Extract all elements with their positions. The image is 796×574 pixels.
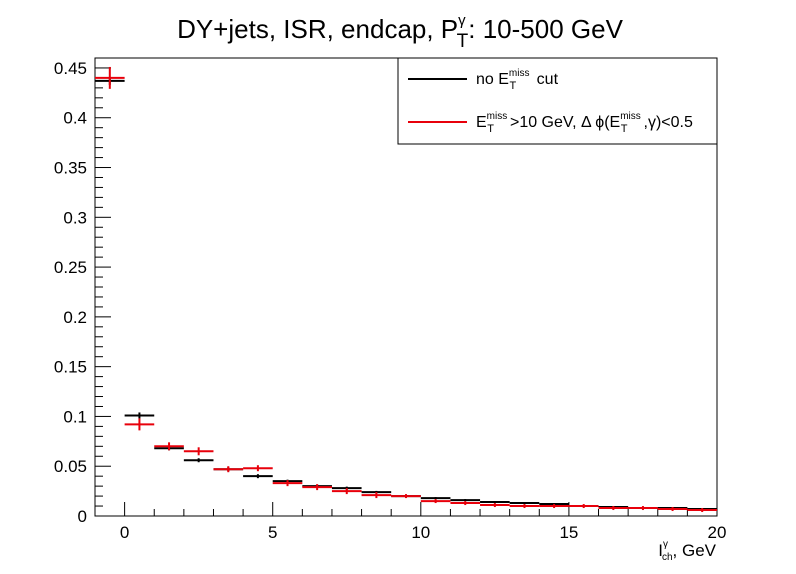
data-point <box>450 499 481 502</box>
y-tick-label: 0.45 <box>54 59 87 78</box>
data-point <box>331 488 362 495</box>
y-tick-label: 0.35 <box>54 159 87 178</box>
x-tick-label: 15 <box>559 523 578 542</box>
data-series <box>95 66 717 513</box>
legend-label-series-1-superscript: miss <box>509 68 530 79</box>
data-point <box>420 497 451 500</box>
x-tick-label: 5 <box>268 523 277 542</box>
data-point <box>480 503 510 508</box>
y-axis: 0 0.05 0.1 0.15 0.2 0.25 0.3 0.35 0.4 0.45 <box>54 57 111 526</box>
data-point <box>480 501 510 504</box>
y-tick-label: 0.15 <box>54 358 87 377</box>
legend-label-series-1-subscript: T <box>509 80 516 92</box>
y-tick-label: 0.2 <box>63 308 87 327</box>
legend-box <box>397 57 718 145</box>
y-tick-label: 0.25 <box>54 258 87 277</box>
data-point <box>243 474 273 479</box>
x-axis-label-subscript: ch <box>662 552 673 563</box>
data-point <box>509 502 540 505</box>
x-axis: 0 5 10 15 20 <box>94 502 727 542</box>
legend-label-series-2-subscript-2: T <box>621 123 628 135</box>
y-tick-label: 0.05 <box>54 457 87 476</box>
data-point <box>450 501 481 506</box>
data-point <box>183 447 214 456</box>
y-tick-label: 0.1 <box>63 407 87 426</box>
data-point <box>124 412 155 419</box>
legend-label-series-1: no Emiss T cut <box>476 68 559 92</box>
series-2 <box>95 66 717 513</box>
x-axis-label-superscript: γ <box>663 539 668 550</box>
chart-title-superscript: γ <box>458 12 466 29</box>
data-point <box>124 418 155 431</box>
data-point <box>154 442 184 451</box>
chart-title: DY+jets, ISR, endcap, Pγ T: 10-500 GeV <box>177 12 624 52</box>
data-point <box>272 480 303 487</box>
y-tick-label: 0 <box>78 507 87 526</box>
x-axis-label: Iγ ch, GeV <box>658 539 716 563</box>
legend: no Emiss T cut Emiss T >10 GeV, Δ ϕ(Emiss T,… <box>397 57 718 145</box>
data-point <box>539 504 569 509</box>
x-tick-label: 20 <box>708 523 727 542</box>
y-tick-label: 0.4 <box>63 109 87 128</box>
legend-label-series-2-superscript-1: miss <box>487 111 508 122</box>
data-point <box>213 466 244 473</box>
legend-label-series-2-subscript-1: T <box>487 123 494 135</box>
data-point <box>420 499 451 504</box>
data-point <box>243 465 273 472</box>
data-point <box>628 506 658 511</box>
x-tick-label: 10 <box>411 523 430 542</box>
data-point <box>687 508 717 513</box>
data-point <box>391 494 421 499</box>
data-point <box>95 66 125 89</box>
data-point <box>361 492 392 499</box>
legend-label-series-2-superscript-2: miss <box>620 111 641 122</box>
legend-label-series-2: Emiss T >10 GeV, Δ ϕ(Emiss T ,γ)<0.5 <box>476 111 693 135</box>
data-point <box>509 504 540 509</box>
chart-title-subscript: T <box>457 31 469 52</box>
data-point <box>302 484 332 491</box>
data-point <box>657 507 688 512</box>
data-point <box>568 504 599 509</box>
y-tick-label: 0.3 <box>63 208 87 227</box>
x-tick-label: 0 <box>120 523 129 542</box>
data-point <box>183 458 214 463</box>
data-point <box>598 506 629 511</box>
